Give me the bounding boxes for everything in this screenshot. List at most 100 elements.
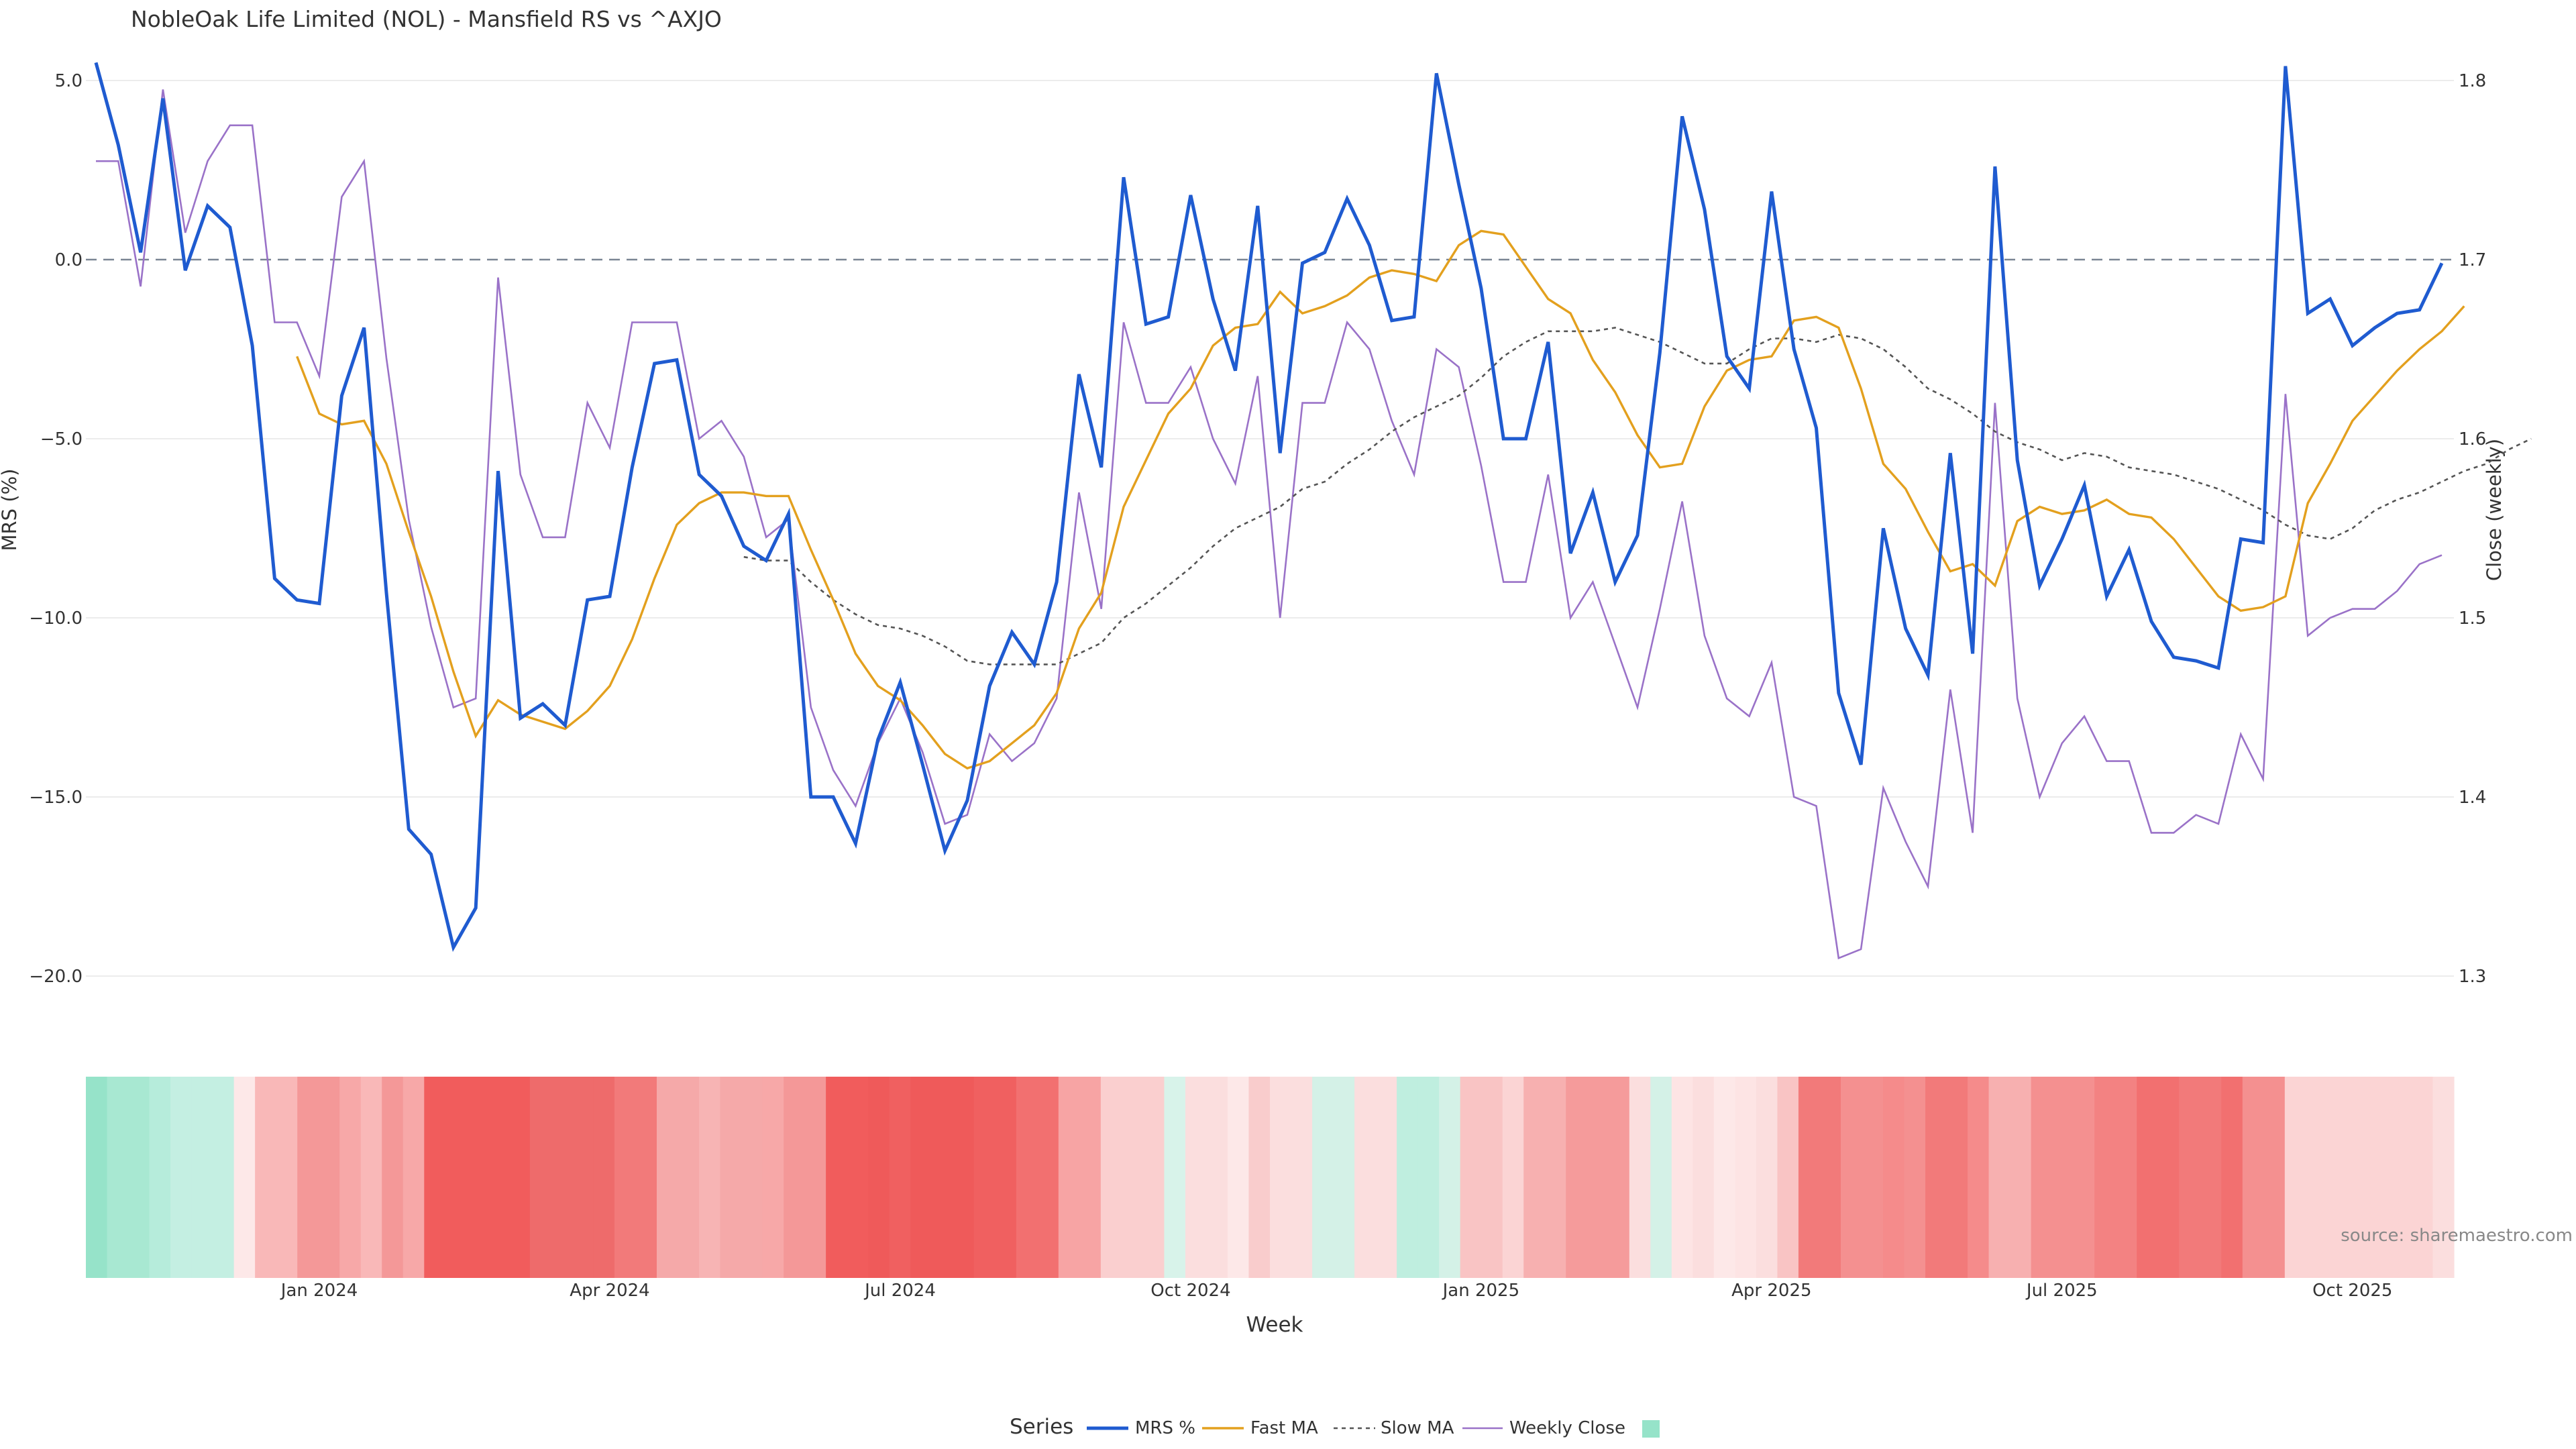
heatmap-cell [1037, 1077, 1059, 1278]
y-tick-label: −15.0 [29, 788, 83, 808]
heatmap-cell [402, 1077, 425, 1278]
slow-ma-line [743, 327, 2532, 665]
heatmap-cell [1333, 1077, 1355, 1278]
heatmap-cell [2179, 1077, 2201, 1278]
heatmap-cell [1713, 1077, 1735, 1278]
heatmap-cell [276, 1077, 298, 1278]
heatmap-cell [1397, 1077, 1419, 1278]
heatmap-cell [170, 1077, 193, 1278]
heatmap-cell [953, 1077, 975, 1278]
heatmap-cell [1460, 1077, 1482, 1278]
x-tick-label: Jul 2024 [863, 1281, 936, 1301]
heatmap-cell [551, 1077, 573, 1278]
x-axis-ticks: Jan 2024 Apr 2024 Jul 2024 Oct 2024 Jan 2025… [280, 1281, 2393, 1301]
heatmap-cell [1079, 1077, 1102, 1278]
legend-label-mrs: MRS % [1135, 1418, 1195, 1438]
heatmap-cell [2052, 1077, 2074, 1278]
legend-label-close: Weekly Close [1509, 1418, 1625, 1438]
y-tick-label: 5.0 [55, 71, 83, 91]
heatmap-cell [784, 1077, 806, 1278]
heatmap-cell [2137, 1077, 2159, 1278]
heatmap-cell [720, 1077, 742, 1278]
heatmap-cell [2348, 1077, 2370, 1278]
heatmap-cell [2200, 1077, 2222, 1278]
heatmap-cell [1417, 1077, 1440, 1278]
chart-title: NobleOak Life Limited (NOL) - Mansfield … [131, 6, 722, 32]
legend-swatch-heatmap [1642, 1420, 1660, 1438]
heatmap-cell [1968, 1077, 1990, 1278]
heatmap-cell [1566, 1077, 1588, 1278]
heatmap-cell [593, 1077, 615, 1278]
y-tick-label: 0.0 [55, 250, 83, 270]
y2-tick-label: 1.5 [2459, 608, 2486, 629]
heatmap-cell [213, 1077, 235, 1278]
heatmap-cell [1988, 1077, 2010, 1278]
heatmap-cell [382, 1077, 404, 1278]
heatmap-cell [868, 1077, 890, 1278]
heatmap-cell [86, 1077, 108, 1278]
heatmap-cell [1439, 1077, 1461, 1278]
heatmap-cell [2390, 1077, 2412, 1278]
heatmap-cell [529, 1077, 551, 1278]
heatmap-cell [508, 1077, 531, 1278]
heatmap-cell [1798, 1077, 1821, 1278]
heatmap-cell [445, 1077, 467, 1278]
series-lines [94, 62, 2532, 960]
y-tick-label: −5.0 [40, 429, 83, 449]
legend-label-fast: Fast MA [1250, 1418, 1318, 1438]
heatmap-cell [1185, 1077, 1208, 1278]
heatmap-cell [1819, 1077, 1841, 1278]
heatmap-cell [1248, 1077, 1271, 1278]
heatmap-cell [149, 1077, 171, 1278]
heatmap-cell [2221, 1077, 2243, 1278]
heatmap-cell [107, 1077, 129, 1278]
heatmap-cell [1693, 1077, 1715, 1278]
y2-tick-label: 1.4 [2459, 788, 2486, 808]
heatmap-cell [1883, 1077, 1905, 1278]
heatmap-cell [826, 1077, 848, 1278]
heatmap-cell [973, 1077, 996, 1278]
heatmap-cell [318, 1077, 340, 1278]
y2-tick-label: 1.7 [2459, 250, 2486, 270]
x-tick-label: Jan 2024 [280, 1281, 358, 1301]
heatmap-cell [1100, 1077, 1122, 1278]
heatmap-cell [1206, 1077, 1228, 1278]
heatmap-cell [255, 1077, 277, 1278]
heatmap-cell [656, 1077, 679, 1278]
heatmap-cell [1735, 1077, 1757, 1278]
heatmap-cell [2263, 1077, 2286, 1278]
y2-tick-label: 1.8 [2459, 71, 2486, 91]
heatmap-cell [1354, 1077, 1377, 1278]
heatmap-cell [572, 1077, 594, 1278]
heatmap-cell [635, 1077, 657, 1278]
x-tick-label: Apr 2024 [570, 1281, 649, 1301]
heatmap-cell [1270, 1077, 1292, 1278]
legend: Series MRS % Fast MA Slow MA Weekly Clos… [1010, 1415, 1660, 1439]
heatmap-cell [1523, 1077, 1546, 1278]
heatmap-cell [678, 1077, 700, 1278]
heatmap-cell [2115, 1077, 2137, 1278]
heatmap-cell [1142, 1077, 1165, 1278]
heatmap-cell [128, 1077, 150, 1278]
x-tick-label: Apr 2025 [1731, 1281, 1811, 1301]
heatmap-cell [466, 1077, 488, 1278]
heatmap-cell [2369, 1077, 2392, 1278]
heatmap-cell [2306, 1077, 2328, 1278]
y2-axis-label: Close (weekly) [2483, 439, 2506, 581]
y-tick-label: −20.0 [29, 967, 83, 987]
y2-tick-label: 1.3 [2459, 967, 2486, 987]
fast-ma-line [296, 229, 2465, 770]
heatmap-cell [1629, 1077, 1651, 1278]
x-tick-label: Jul 2025 [2025, 1281, 2098, 1301]
x-tick-label: Jan 2025 [1442, 1281, 1520, 1301]
heatmap-cell [1227, 1077, 1250, 1278]
heatmap-cell [741, 1077, 763, 1278]
heatmap-cell [699, 1077, 721, 1278]
heatmap-cell [191, 1077, 213, 1278]
heatmap-cell [1904, 1077, 1926, 1278]
weekly-close-line [96, 89, 2443, 960]
heatmap-cell [1122, 1077, 1144, 1278]
heatmap-cell [487, 1077, 509, 1278]
heatmap-cell [233, 1077, 256, 1278]
